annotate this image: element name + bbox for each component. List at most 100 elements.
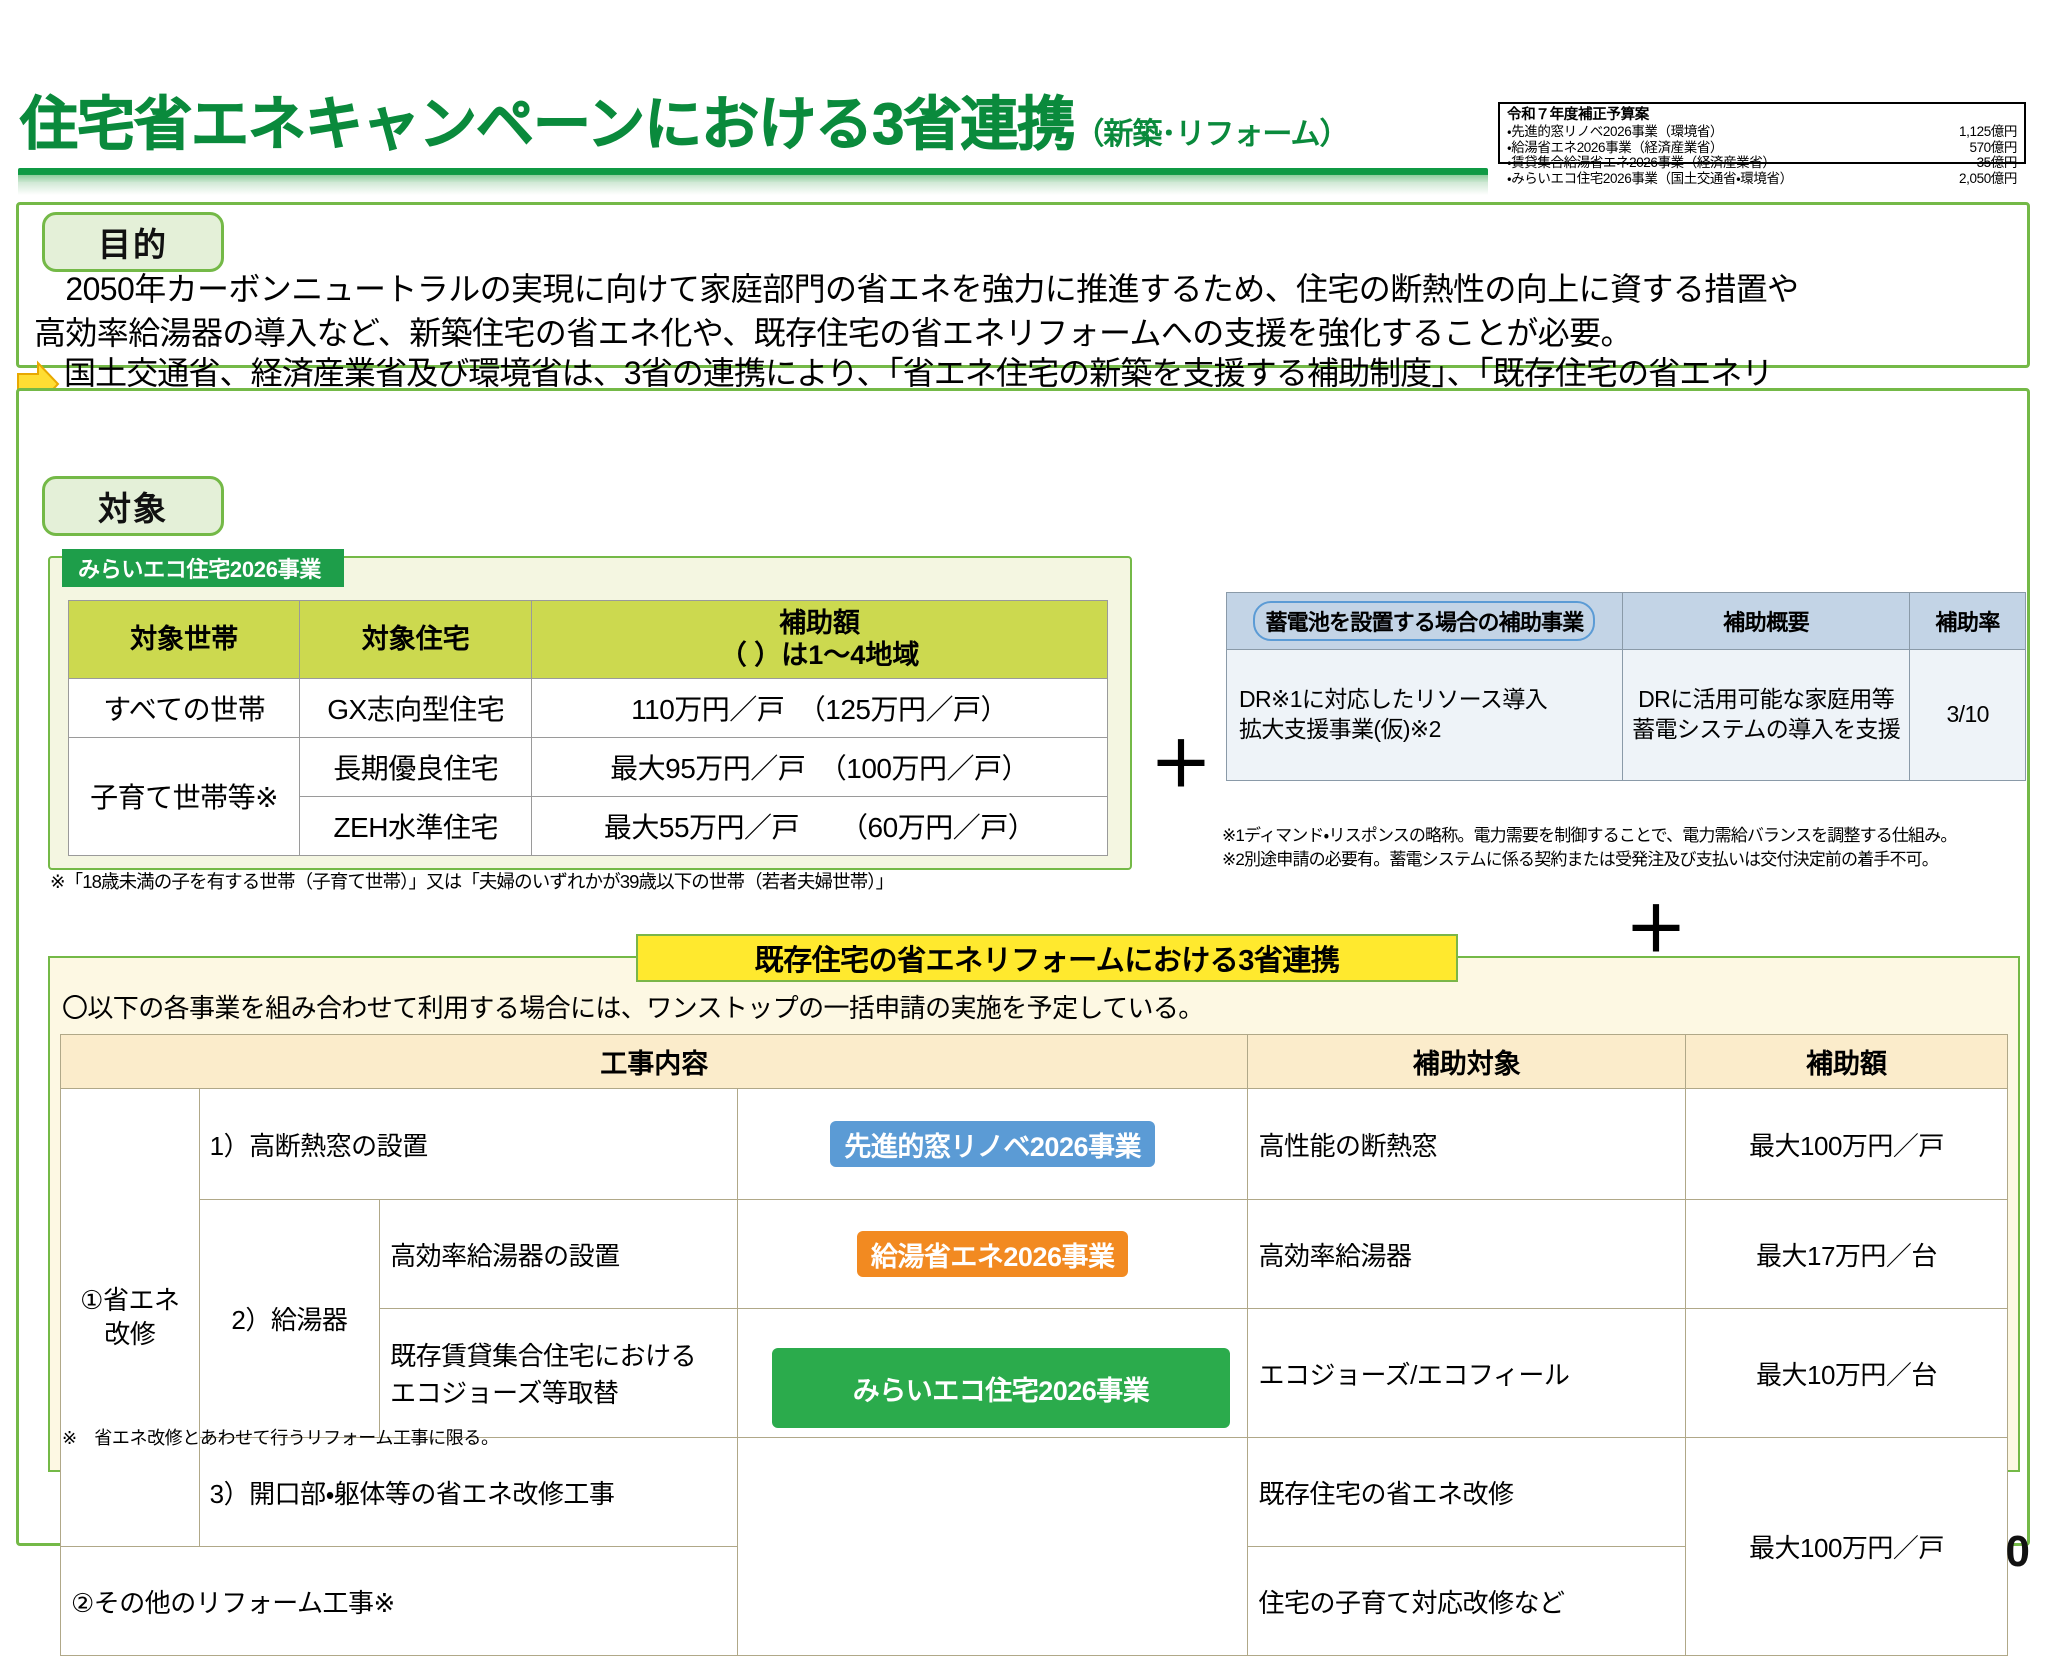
page-title-sub: （新築･リフォーム） xyxy=(1074,118,1349,151)
cell-house: ZEH水準住宅 xyxy=(299,795,533,856)
reform-banner-label: 既存住宅の省エネリフォームにおける3省連携 xyxy=(754,945,1340,977)
category-1-line2: 改修 xyxy=(104,1318,156,1349)
page-title-main: 住宅省エネキャンペーンにおける3省連携 xyxy=(19,92,1075,157)
reform-banner: 既存住宅の省エネリフォームにおける3省連携 xyxy=(636,934,1458,982)
budget-row-amount: 1,125億円 xyxy=(1959,124,2017,140)
budget-row: ・みらいエコ住宅2026事業（国土交通省・環境省） 2,050億円 xyxy=(1507,171,2017,187)
budget-row: ・賃貸集合給湯省エネ2026事業（経済産業省） 35億円 xyxy=(1507,155,2017,171)
budget-row-amount: 35億円 xyxy=(1976,155,2018,171)
budget-row-amount: 570億円 xyxy=(1969,139,2017,155)
table-row: 2）給湯器 高効率給湯器の設置 給湯省エネ2026事業 高効率給湯器 最大17万… xyxy=(61,1199,2009,1438)
battery-table-notes: ※1ディマンド・リスポンスの略称。電力需要を制御することで、電力需給バランスを調… xyxy=(1222,824,2042,872)
purpose-section-tab: 目的 xyxy=(42,212,224,272)
col-header-amount: 補助額 （ ）は1〜4地域 xyxy=(531,600,1108,679)
cell-household: すべての世帯 xyxy=(67,677,301,738)
cell-tag-1: 先進的窓リノベ2026事業 xyxy=(736,1088,1249,1200)
col-header-rate: 補助率 xyxy=(1909,592,2026,650)
purpose-line: 2050年カーボンニュートラルの実現に向けて家庭部門の省エネを強力に推進するため… xyxy=(34,271,1799,307)
cell-amount-2: 最大17万円／台 xyxy=(1684,1199,2009,1309)
col-header-outline: 補助概要 xyxy=(1621,592,1911,650)
budget-box: 令和７年度補正予算案 ・先進的窓リノベ2026事業（環境省） 1,125億円 ・… xyxy=(1498,102,2026,186)
cell-tag-2: 給湯省エネ2026事業 xyxy=(736,1199,1249,1309)
col-header-amount: 補助額 xyxy=(1684,1034,2009,1089)
battery-subsidy-table: 蓄電池を設置する場合の補助事業 補助概要 補助率 DR※1に対応したリソース導入… xyxy=(1226,592,2026,781)
cell-amount: 110万円／戸 （125万円／戸） xyxy=(531,677,1108,738)
battery-program-line1: DR※1に対応したリソース導入 xyxy=(1239,686,1548,713)
cell-subject-3: エコジョーズ/エコフィール xyxy=(1247,1308,1686,1438)
cell-amount-1: 最大100万円／戸 xyxy=(1684,1088,2009,1200)
mirai-table-note: ※「18歳未満の子を有する世帯（子育て世帯）」又は「夫婦のいずれかが39歳以下の… xyxy=(50,871,894,892)
table-header-row: 工事内容 補助対象 補助額 xyxy=(59,1034,2009,1089)
cell-subject-2: 高効率給湯器 xyxy=(1247,1199,1686,1309)
category-1-line1: ①省エネ xyxy=(80,1284,180,1315)
cell-work-2: 高効率給湯器の設置 xyxy=(379,1199,738,1309)
cell-house: 長期優良住宅 xyxy=(299,736,533,797)
table-row: ①省エネ 改修 1）高断熱窓の設置 先進的窓リノベ2026事業 高性能の断熱窓 … xyxy=(60,1088,2009,1547)
title-underline-bar xyxy=(18,168,1488,184)
purpose-section xyxy=(16,202,2030,368)
budget-row-label: ・みらいエコ住宅2026事業（国土交通省・環境省） xyxy=(1507,171,1793,187)
col-header-amount-line1: 補助額 xyxy=(779,608,861,638)
battery-outline-line1: DRに活用可能な家庭用等 xyxy=(1638,686,1895,713)
budget-row-label: ・先進的窓リノベ2026事業（環境省） xyxy=(1507,124,1724,140)
reform-table-note: ※ 省エネ改修とあわせて行うリフォーム工事に限る。 xyxy=(62,1428,499,1448)
battery-program-pill: 蓄電池を設置する場合の補助事業 xyxy=(1253,601,1596,641)
program-tag-mado: 先進的窓リノベ2026事業 xyxy=(830,1121,1155,1167)
cell-household: 子育て世帯等※ xyxy=(67,736,301,856)
table-row: 子育て世帯等※ 長期優良住宅 最大95万円／戸 （100万円／戸） xyxy=(67,736,1108,856)
plus-symbol-1: ＋ xyxy=(1150,731,1213,800)
budget-row-label: ・賃貸集合給湯省エネ2026事業（経済産業省） xyxy=(1507,155,1776,171)
table-row: 3）開口部・躯体等の省エネ改修工事 既存住宅の省エネ改修 最大100万円／戸 xyxy=(61,1437,2009,1656)
cell-house: GX志向型住宅 xyxy=(299,677,533,738)
cell-tag-4 xyxy=(736,1437,1249,1656)
plus-symbol-2: ＋ xyxy=(1625,896,1688,965)
page-number: 0 xyxy=(2005,1527,2030,1576)
col-header-household: 対象世帯 xyxy=(67,600,301,679)
cell-work-3-line2: エコジョーズ等取替 xyxy=(390,1378,619,1408)
col-header-house: 対象住宅 xyxy=(299,600,533,679)
cell-category-2: ②その他のリフォーム工事※ xyxy=(60,1546,738,1656)
cell-work-3-line1: 既存賃貸集合住宅における xyxy=(390,1341,697,1371)
budget-row-amount: 2,050億円 xyxy=(1959,171,2017,187)
reform-table: 工事内容 補助対象 補助額 ①省エネ 改修 1）高断熱窓の設置 先進的窓リノベ2… xyxy=(59,1034,2009,1656)
cell-work-3: 既存賃貸集合住宅における エコジョーズ等取替 xyxy=(379,1308,738,1438)
mirai-badge-label: みらいエコ住宅2026事業 xyxy=(78,557,322,582)
cell-group-2-label: 2）給湯器 xyxy=(198,1199,381,1438)
cell-subject-5: 住宅の子育て対応改修など xyxy=(1247,1546,1686,1656)
battery-outline-line2: 蓄電システムの導入を支援 xyxy=(1632,716,1901,742)
mirai-subsidy-table: 対象世帯 対象住宅 補助額 （ ）は1〜4地域 すべての世帯 GX志向型住宅 1… xyxy=(67,600,1108,856)
battery-program-line2: 拡大支援事業(仮)※2 xyxy=(1239,716,1441,742)
table-header-row: 蓄電池を設置する場合の補助事業 補助概要 補助率 xyxy=(1226,592,2026,650)
battery-note: ※2別途申請の必要有。蓄電システムに係る契約または受発注及び支払いは交付決定前の… xyxy=(1222,850,1939,870)
col-header-battery-program: 蓄電池を設置する場合の補助事業 xyxy=(1226,592,1623,650)
cell-amount-3: 最大10万円／台 xyxy=(1684,1308,2009,1438)
page-title: 住宅省エネキャンペーンにおける3省連携 （新築･リフォーム） xyxy=(19,92,1349,157)
col-header-work: 工事内容 xyxy=(59,1034,1249,1089)
purpose-line: 国土交通省、経済産業省及び環境省は、3省の連携により、「省エネ住宅の新築を支援す… xyxy=(64,355,1773,391)
program-tag-mirai: みらいエコ住宅2026事業 xyxy=(772,1348,1230,1428)
reform-lead-text: 〇以下の各事業を組み合わせて利用する場合には、ワンストップの一括申請の実施を予定… xyxy=(62,993,1204,1023)
table-header-row: 対象世帯 対象住宅 補助額 （ ）は1〜4地域 xyxy=(67,600,1108,679)
mirai-program-badge: みらいエコ住宅2026事業 xyxy=(62,549,344,587)
col-header-subject: 補助対象 xyxy=(1247,1034,1686,1089)
budget-row-label: ・給湯省エネ2026事業（経済産業省） xyxy=(1507,139,1724,155)
col-header-amount-line2: （ ）は1〜4地域 xyxy=(719,640,920,671)
program-tag-kyuto: 給湯省エネ2026事業 xyxy=(856,1231,1129,1277)
cell-work-1: 1）高断熱窓の設置 xyxy=(198,1088,738,1200)
cell-subject-1: 高性能の断熱窓 xyxy=(1247,1088,1686,1200)
cell-battery-program: DR※1に対応したリソース導入 拡大支援事業(仮)※2 xyxy=(1226,649,1623,781)
slide-page: 住宅省エネキャンペーンにおける3省連携 （新築･リフォーム） 令和７年度補正予算… xyxy=(16,92,2042,1656)
cell-battery-rate: 3/10 xyxy=(1909,649,2026,781)
cell-amount: 最大55万円／戸 （60万円／戸） xyxy=(531,795,1108,856)
cell-category-1: ①省エネ 改修 xyxy=(60,1088,200,1547)
cell-subject-4: 既存住宅の省エネ改修 xyxy=(1247,1437,1686,1547)
purpose-tab-label: 目的 xyxy=(98,226,168,263)
cell-battery-outline: DRに活用可能な家庭用等 蓄電システムの導入を支援 xyxy=(1621,649,1911,781)
purpose-line: 高効率給湯器の導入など、新築住宅の省エネ化や、既存住宅の省エネリフォームへの支援… xyxy=(34,314,1632,351)
target-tab-label: 対象 xyxy=(98,490,168,527)
cell-work-4: 3）開口部・躯体等の省エネ改修工事 xyxy=(198,1437,738,1547)
budget-row: ・先進的窓リノベ2026事業（環境省） 1,125億円 xyxy=(1507,124,2017,140)
title-underline-fade xyxy=(18,182,1488,195)
battery-note: ※1ディマンド・リスポンスの略称。電力需要を制御することで、電力需給バランスを調… xyxy=(1222,826,1957,845)
cell-amount: 最大95万円／戸 （100万円／戸） xyxy=(531,736,1108,797)
